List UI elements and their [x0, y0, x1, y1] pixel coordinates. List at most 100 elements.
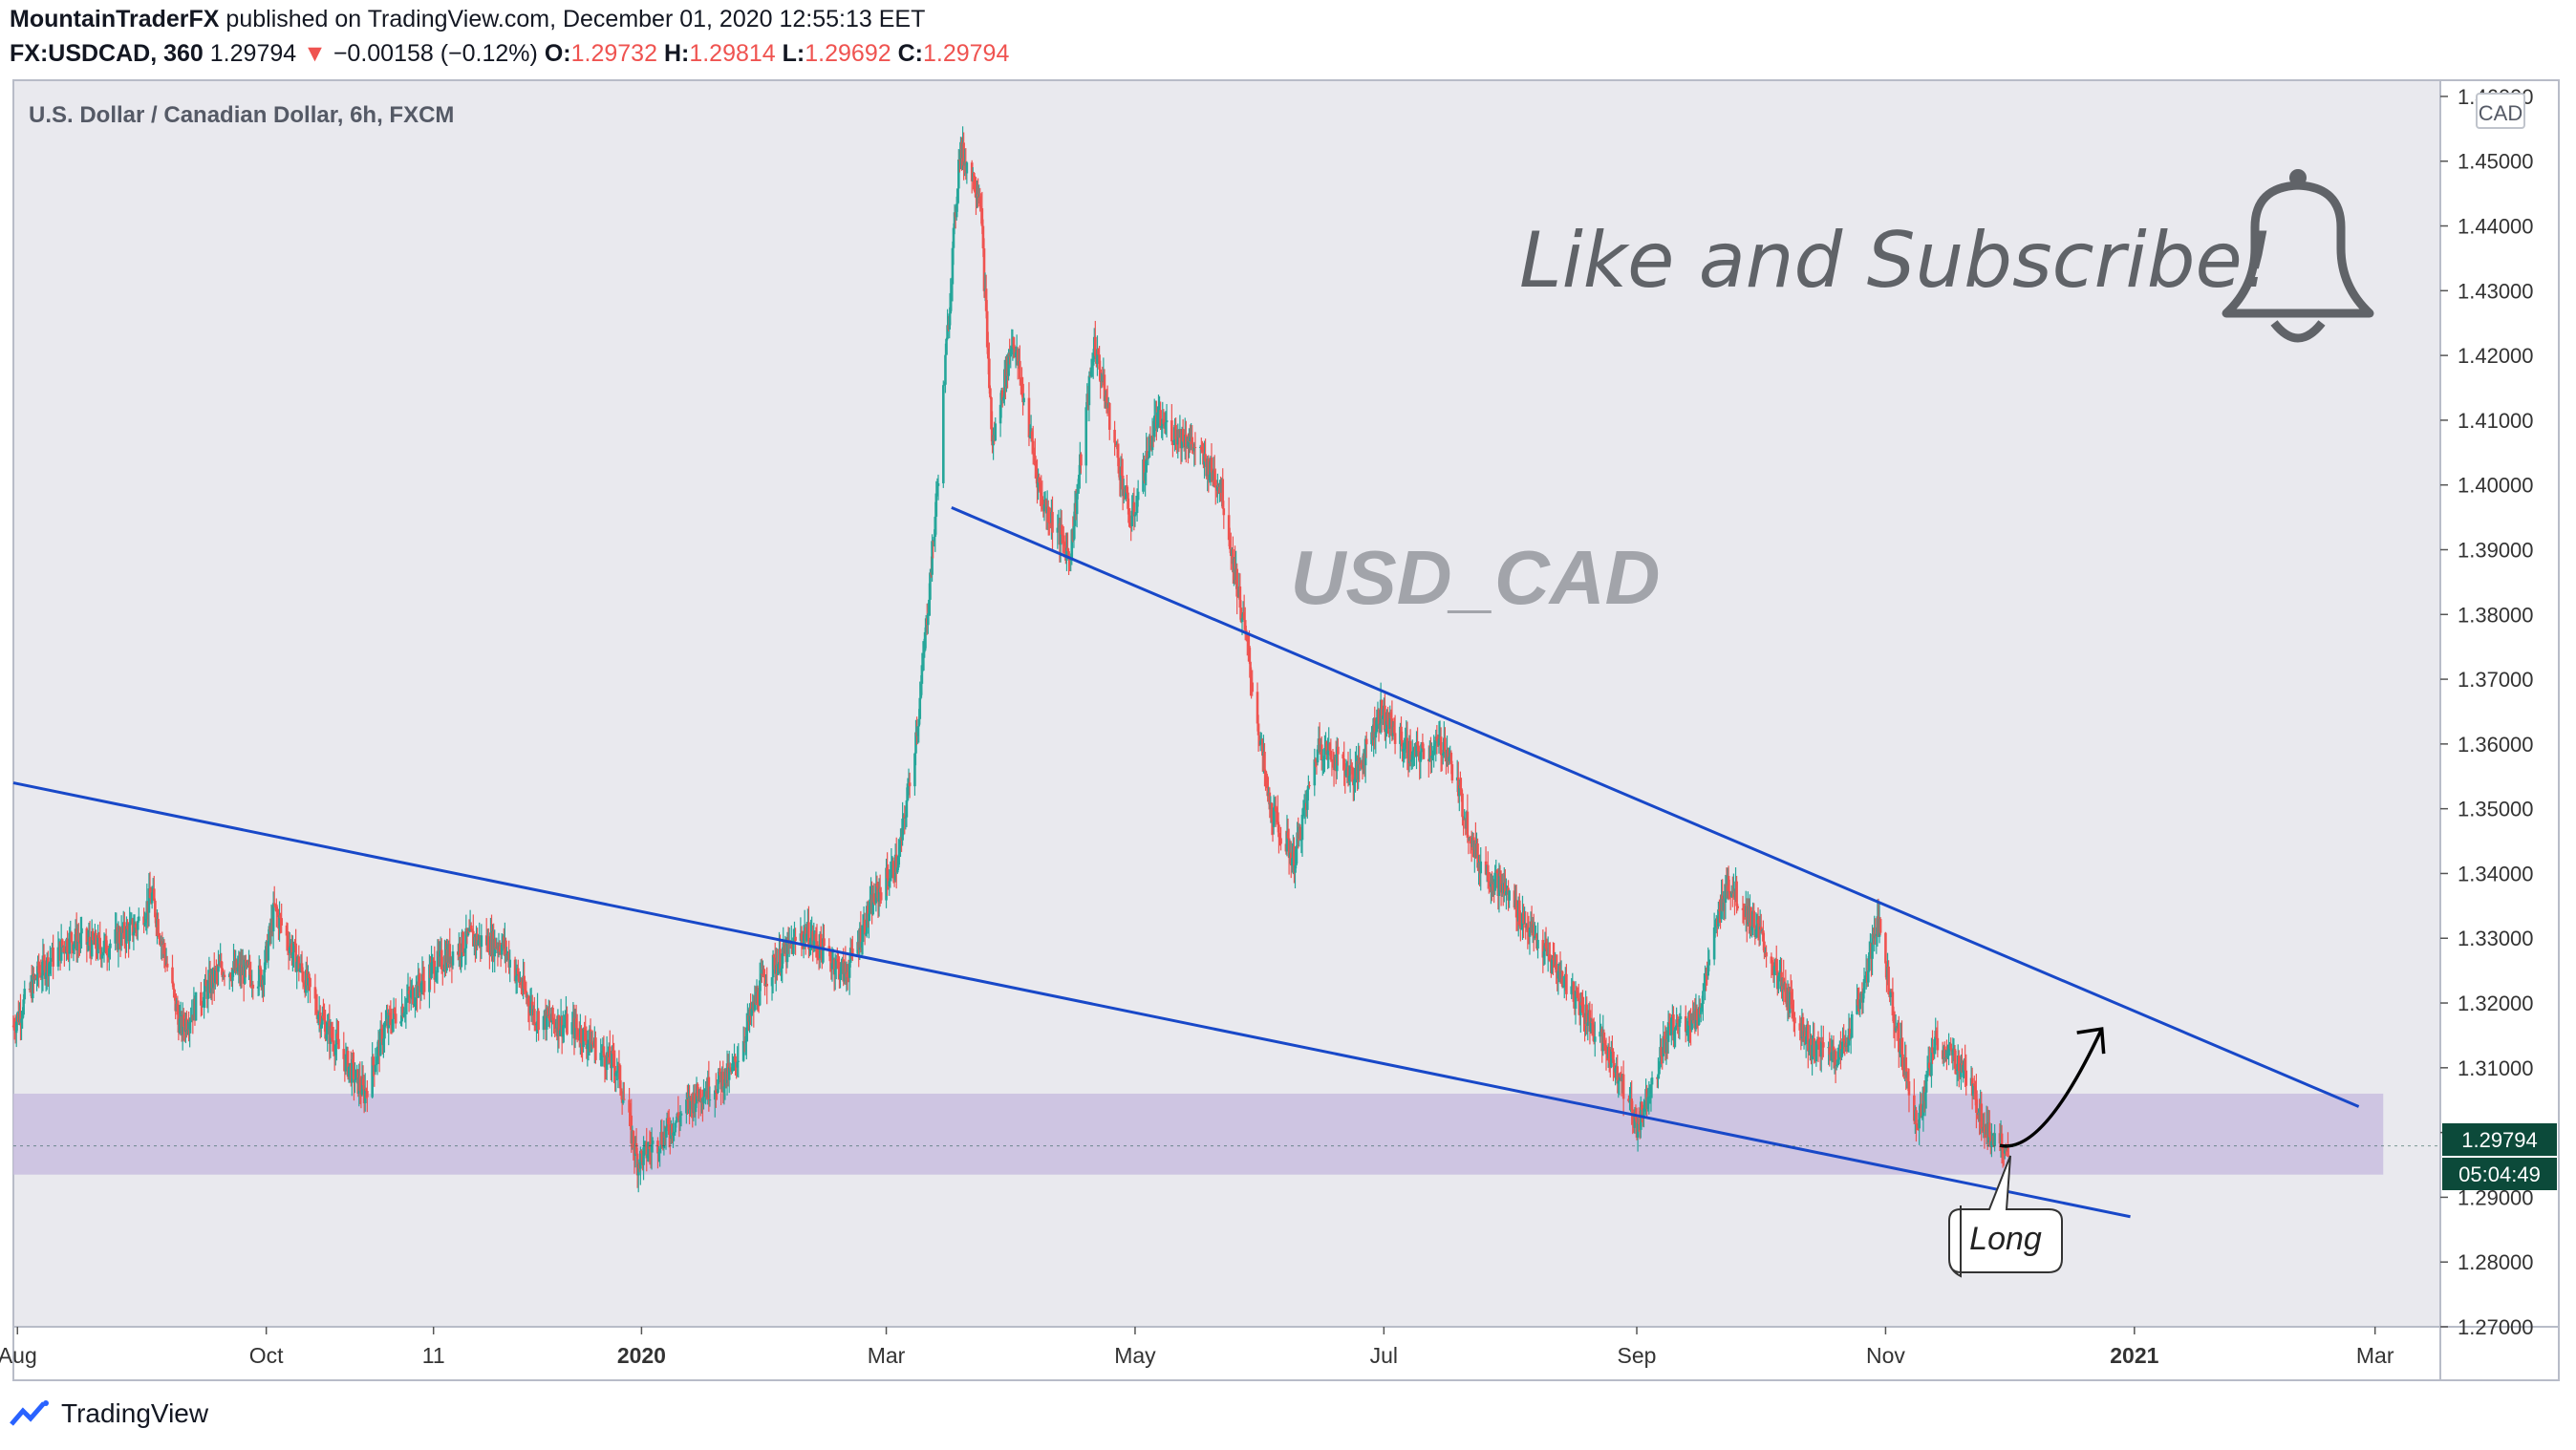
candle-body — [109, 943, 112, 949]
candle-body — [1697, 1007, 1701, 1025]
candle-body — [1913, 1095, 1916, 1121]
candle-body — [713, 1090, 717, 1100]
candle-body — [548, 1014, 551, 1021]
tradingview-brand[interactable]: TradingView — [61, 1398, 209, 1428]
candle-body — [1679, 1015, 1683, 1020]
candle-body — [498, 946, 502, 952]
candle-body — [1415, 741, 1418, 757]
candle-body — [1728, 890, 1731, 893]
candle-body — [888, 881, 891, 886]
candle-body — [1792, 1016, 1795, 1018]
candle-body — [621, 1098, 625, 1103]
candle-body — [56, 947, 60, 967]
candle-body — [264, 949, 267, 970]
candle-body — [1380, 699, 1384, 719]
candle-body — [172, 983, 175, 990]
candle-body — [903, 815, 907, 819]
y-tick-label: 1.38000 — [2458, 603, 2534, 627]
candle-body — [75, 940, 79, 950]
candle-body — [516, 968, 520, 974]
candle-body — [819, 933, 823, 949]
candle-body — [1160, 425, 1163, 429]
candle-body — [1422, 748, 1426, 759]
candle-body — [1096, 349, 1099, 364]
candle-body — [699, 1089, 702, 1103]
candle-body — [1841, 1038, 1844, 1050]
candle-body — [889, 878, 892, 882]
candle-body — [459, 943, 462, 957]
currency-badge[interactable]: CAD — [2476, 93, 2525, 129]
candle-body — [1460, 788, 1463, 794]
candle-body — [1536, 939, 1539, 949]
candle-body — [905, 800, 909, 818]
candle-body — [580, 1028, 583, 1044]
candle-body — [147, 888, 151, 913]
candle-body — [1675, 1019, 1678, 1028]
candle-body — [178, 1018, 182, 1033]
candle-body — [1353, 779, 1356, 786]
candle-body — [1930, 1047, 1933, 1077]
candle-body — [126, 926, 129, 929]
x-tick-label: Sep — [1618, 1343, 1657, 1368]
candle-body — [702, 1096, 705, 1104]
candle-body — [1801, 1016, 1805, 1037]
candle-body — [553, 1021, 556, 1029]
candle-body — [1386, 712, 1389, 725]
author-name[interactable]: MountainTraderFX — [10, 6, 220, 32]
candle-body — [1431, 755, 1434, 757]
candle-body — [1755, 919, 1759, 930]
candle-body — [1378, 723, 1382, 725]
candle-body — [1278, 837, 1281, 839]
candle-body — [1754, 929, 1758, 938]
candle-body — [587, 1040, 590, 1044]
candle-body — [324, 1020, 327, 1039]
candle-body — [428, 964, 431, 992]
candle-body — [66, 939, 69, 952]
candle-body — [1505, 890, 1508, 895]
open-label: O: — [544, 40, 571, 67]
candle-body — [834, 959, 838, 970]
candle-body — [462, 952, 466, 954]
candle-body — [977, 194, 979, 198]
candle-body — [1678, 1019, 1682, 1027]
candle-body — [1447, 749, 1449, 761]
candle-body — [1416, 741, 1419, 746]
candle-body — [171, 967, 174, 984]
candle-body — [1080, 454, 1083, 466]
candle-body — [1326, 750, 1329, 756]
candle-body — [1712, 927, 1716, 960]
candle-body — [1350, 766, 1354, 769]
candle-body — [763, 976, 766, 987]
candle-body — [647, 1145, 651, 1155]
candle-body — [949, 292, 953, 314]
candle-body — [1983, 1126, 1986, 1132]
candle-body — [1951, 1050, 1955, 1056]
candle-body — [256, 986, 260, 989]
candle-body — [1075, 493, 1079, 515]
candle-body — [1835, 1064, 1838, 1066]
candle-body — [165, 963, 169, 968]
candle-body — [530, 1001, 534, 1016]
candle-body — [978, 196, 982, 207]
candle-body — [401, 1006, 404, 1017]
candle-body — [1663, 1035, 1666, 1039]
candle-body — [102, 940, 106, 953]
candle-body — [1552, 958, 1555, 960]
publish-header: MountainTraderFX published on TradingVie… — [10, 6, 925, 33]
candle-body — [1817, 1044, 1821, 1046]
candle-body — [309, 977, 311, 988]
candle-body — [1591, 1023, 1595, 1025]
candle-body — [1041, 496, 1044, 505]
candle-body — [1889, 991, 1893, 998]
candle-body — [1811, 1044, 1814, 1059]
close-value: 1.29794 — [922, 40, 1010, 67]
candle-body — [1630, 1098, 1633, 1110]
candle-body — [1170, 420, 1173, 442]
candle-body — [132, 931, 136, 936]
candle-body — [815, 941, 819, 951]
candle-body — [1907, 1080, 1911, 1096]
x-tick-label: Oct — [249, 1343, 284, 1368]
candle-body — [1316, 749, 1320, 763]
candle-body — [743, 1041, 747, 1043]
